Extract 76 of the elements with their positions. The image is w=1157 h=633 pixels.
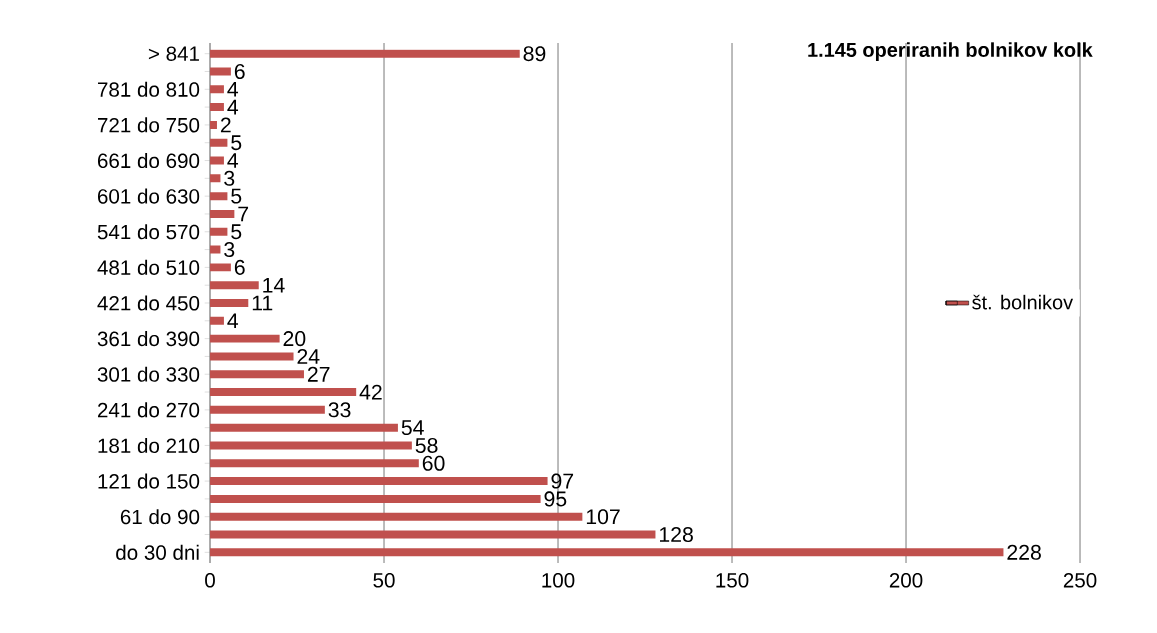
bar	[210, 103, 224, 112]
y-tick-label: 421 do 450	[97, 295, 200, 311]
x-tick-label: 250	[1063, 573, 1097, 588]
data-label: 4	[227, 81, 239, 97]
y-tick-label: 181 do 210	[98, 437, 200, 454]
data-label: 4	[227, 313, 239, 329]
y-tick-label: 781 do 810	[98, 81, 200, 97]
bar	[210, 138, 228, 147]
bar	[210, 512, 583, 521]
x-tick-label: 100	[542, 573, 575, 588]
legend-label: št. bolnikov	[972, 294, 1074, 310]
bar	[210, 388, 357, 397]
bar	[210, 405, 325, 414]
y-tick-label: 721 do 750	[98, 117, 200, 133]
data-label: 3	[224, 170, 235, 186]
data-label: 33	[328, 402, 351, 418]
data-label: 95	[544, 491, 567, 507]
bar	[210, 352, 294, 361]
y-tick-label: 601 do 630	[97, 188, 200, 204]
bar	[210, 441, 412, 450]
bar	[210, 209, 235, 218]
data-label: 3	[224, 242, 235, 258]
data-label: 228	[1007, 544, 1041, 560]
data-label: 42	[359, 384, 382, 400]
data-label: 2	[220, 117, 231, 133]
data-label: 5	[231, 135, 242, 151]
bar	[210, 316, 224, 325]
bar	[210, 192, 228, 201]
bar	[210, 459, 419, 468]
y-tick-label: 481 do 510	[97, 259, 200, 275]
data-label: 11	[252, 295, 273, 311]
bar	[210, 85, 224, 94]
data-label: 58	[415, 437, 438, 453]
data-label: 4	[227, 99, 239, 115]
data-label: 5	[231, 224, 242, 240]
bar	[210, 477, 548, 486]
data-label: 27	[307, 366, 330, 382]
bar	[210, 548, 1004, 557]
y-tick-label: 301 do 330	[97, 366, 200, 382]
y-tick-label: 241 do 270	[97, 402, 200, 418]
bar	[210, 494, 541, 503]
y-tick-label: 61 do 90	[120, 509, 200, 525]
chart-title: 1.145 operiranih bolnikov kolk	[808, 42, 1093, 61]
y-tick-label: 121 do 150	[98, 473, 200, 489]
data-label: 7	[238, 206, 249, 222]
bar	[210, 423, 398, 432]
x-tick-label: 0	[205, 573, 215, 588]
data-label: 60	[422, 455, 445, 471]
x-tick-label: 50	[373, 573, 395, 588]
data-label: 5	[231, 188, 242, 204]
y-tick-label: 661 do 690	[97, 152, 200, 169]
bar	[210, 263, 231, 272]
data-label: 89	[523, 46, 546, 62]
y-tick-label: do 30 dni	[116, 544, 199, 560]
data-label: 20	[283, 331, 306, 347]
x-tick-label: 200	[889, 573, 923, 588]
y-tick-label: 541 do 570	[97, 224, 200, 240]
data-label: 14	[263, 277, 285, 293]
x-tick-label: 150	[716, 573, 749, 588]
bar	[210, 227, 228, 236]
bar	[210, 370, 304, 379]
data-label: 6	[234, 63, 245, 80]
bar	[210, 299, 249, 307]
data-label: 128	[660, 526, 693, 543]
data-label: 24	[297, 349, 320, 364]
data-label: 97	[551, 473, 574, 489]
bar	[210, 49, 520, 58]
data-label: 54	[401, 420, 424, 436]
y-tick-label: 361 do 390	[97, 331, 200, 347]
data-label: 107	[586, 509, 620, 525]
bar	[210, 334, 280, 343]
data-label: 4	[227, 153, 239, 168]
data-label: 6	[234, 259, 245, 275]
y-tick-label: > 841	[148, 46, 199, 61]
bar	[210, 281, 259, 290]
bar	[210, 156, 224, 165]
